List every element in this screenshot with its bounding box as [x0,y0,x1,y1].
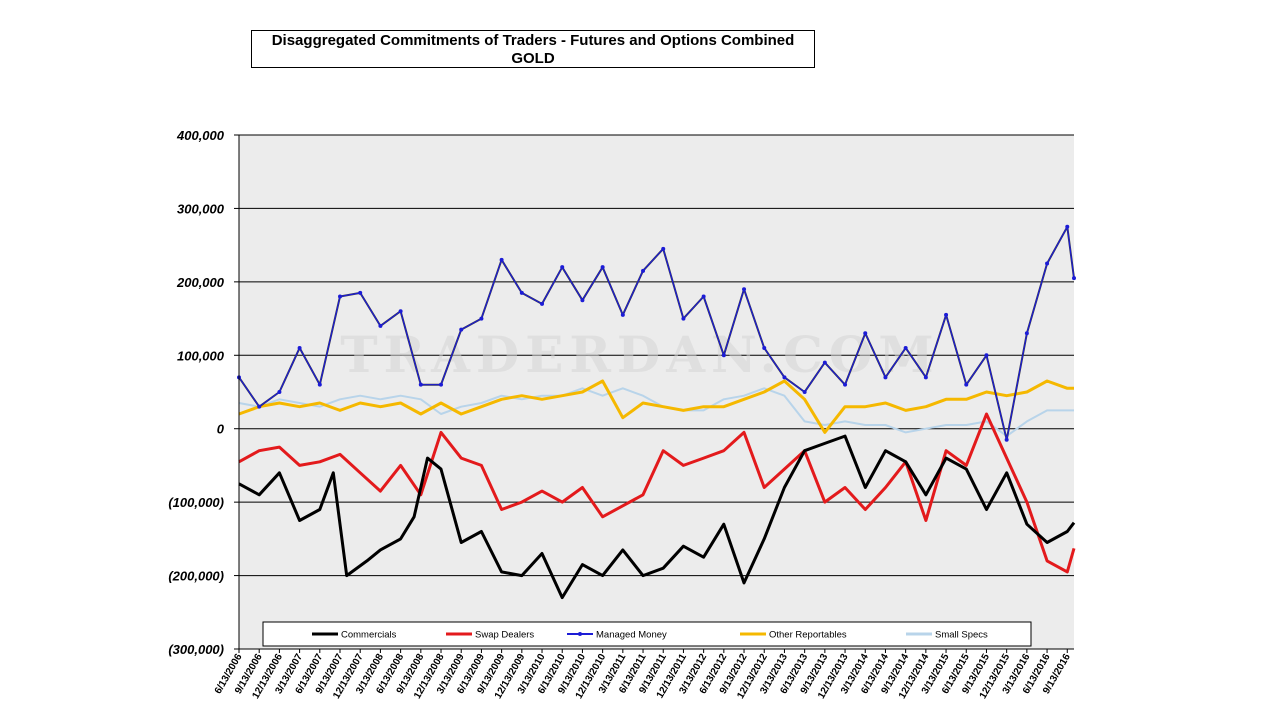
data-point-managed-money [277,390,282,394]
data-point-managed-money [1004,437,1009,442]
legend-marker-managed-money [578,632,582,636]
y-tick-label: 0 [217,422,225,437]
data-point-managed-money [418,382,423,387]
legend-label-small-specs: Small Specs [935,630,988,641]
series-lines [237,224,1076,600]
data-point-managed-money [317,382,322,387]
data-point-managed-money [903,345,908,350]
data-point-managed-money [257,404,262,409]
data-point-managed-money [439,382,444,387]
data-point-managed-money [843,382,848,387]
chart-title: Disaggregated Commitments of Traders - F… [271,32,795,49]
data-point-managed-money [641,268,646,273]
legend-box [262,621,1032,647]
y-tick-label: 200,000 [176,275,225,290]
data-point-managed-money [1065,224,1070,229]
plot-area [239,135,1074,649]
data-point-managed-money [863,331,868,336]
legend: Commercials Swap Dealers Managed Money Othe… [262,621,1032,647]
chart-title-box: Disaggregated Commitments of Traders - F… [251,30,815,68]
data-point-managed-money [560,265,565,270]
data-point-managed-money [479,316,484,321]
data-point-managed-money [1024,331,1029,336]
data-point-managed-money [398,309,403,314]
y-tick-label: 100,000 [177,348,225,363]
legend-label-managed-money: Managed Money [596,630,667,641]
data-point-managed-money [984,353,989,358]
legend-label-swap-dealers: Swap Dealers [475,630,534,641]
data-point-managed-money [721,353,726,358]
data-point-managed-money [822,360,827,365]
y-tick-label: (100,000) [168,495,224,510]
data-point-managed-money [499,257,504,262]
data-point-managed-money [1072,276,1076,281]
legend-label-other-reportables: Other Reportables [769,630,847,641]
data-point-managed-money [742,287,747,292]
data-point-managed-money [944,312,949,317]
data-point-managed-money [1045,261,1050,266]
data-point-managed-money [338,294,343,299]
data-point-managed-money [297,345,302,350]
y-tick-label: (300,000) [168,642,224,657]
data-point-managed-money [358,290,363,295]
data-point-managed-money [540,301,545,306]
data-point-managed-money [459,327,464,332]
data-point-managed-money [964,382,969,387]
data-point-managed-money [661,246,666,251]
x-axis-tick-labels: 6/13/20069/13/200612/13/20063/13/20076/1… [213,649,1073,701]
data-point-managed-money [923,375,928,380]
series-line-swap-dealers [238,412,1076,574]
data-point-managed-money [762,345,767,350]
y-tick-label: 400,000 [176,128,225,143]
y-tick-label: 300,000 [177,201,225,216]
data-point-managed-money [519,290,524,295]
data-point-managed-money [681,316,686,321]
y-axis-tick-labels: 400,000 300,000 200,000 100,000 0 (100,000) (2… [168,128,239,657]
series-line-commercials [238,434,1076,600]
series-line-other-reportables [238,379,1074,434]
data-point-managed-money [378,323,383,328]
data-point-managed-money [883,375,888,380]
data-point-managed-money [701,294,706,299]
legend-label-commercials: Commercials [341,630,397,641]
data-point-managed-money [580,298,585,303]
data-point-managed-money [620,312,625,317]
data-point-managed-money [600,265,605,270]
chart-subtitle: GOLD [511,50,555,67]
y-tick-label: (200,000) [168,569,224,584]
data-point-managed-money [782,375,787,380]
data-point-managed-money [802,390,807,394]
